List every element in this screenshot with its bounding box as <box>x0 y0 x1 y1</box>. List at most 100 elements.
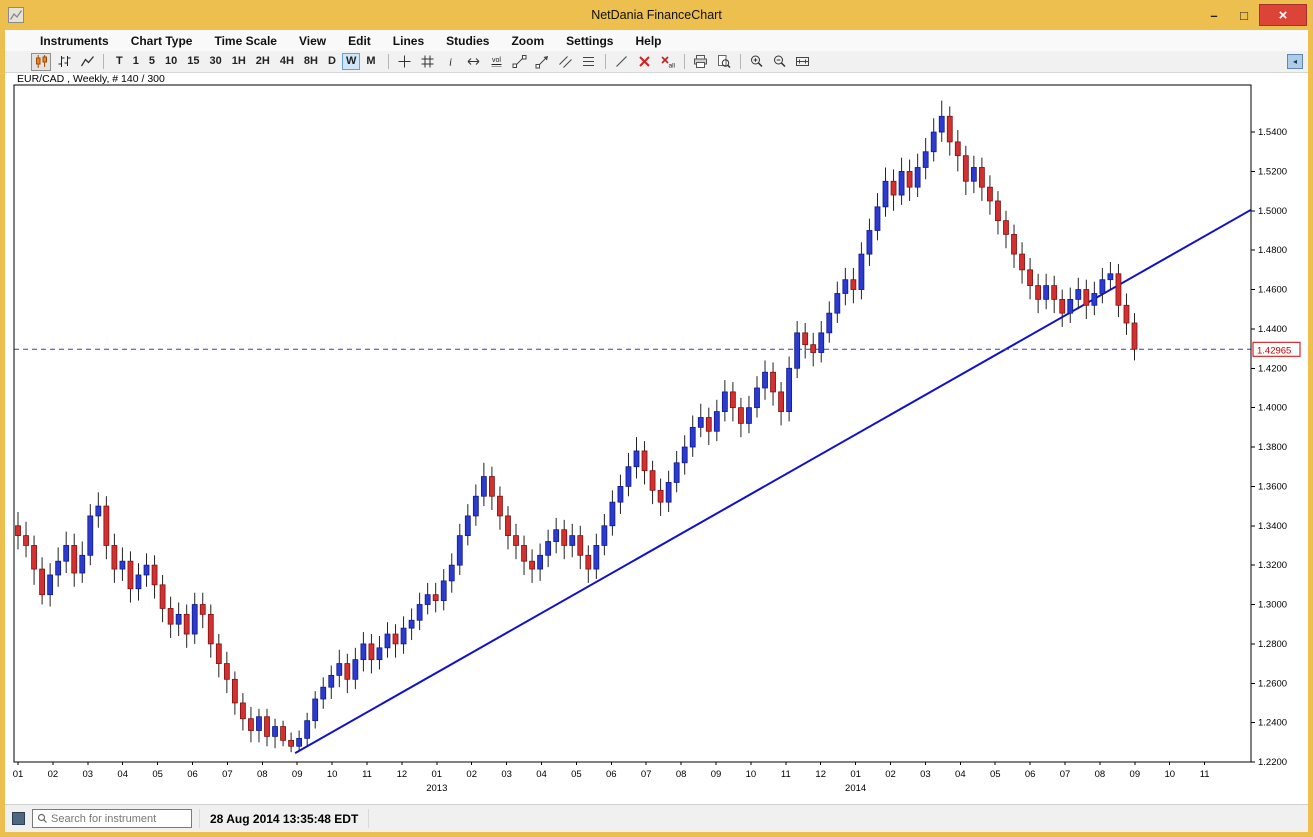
svg-text:05: 05 <box>990 769 1001 780</box>
svg-text:08: 08 <box>1095 769 1106 780</box>
svg-text:03: 03 <box>83 769 94 780</box>
svg-text:12: 12 <box>815 769 826 780</box>
svg-text:1.5200: 1.5200 <box>1258 166 1287 177</box>
timeframe-button-15[interactable]: 15 <box>187 55 200 67</box>
expand-panel-button[interactable]: ◂ <box>1287 54 1303 69</box>
window-title: NetDania FinanceChart <box>591 8 722 22</box>
timeframe-button-5[interactable]: 5 <box>148 55 155 67</box>
svg-text:09: 09 <box>1130 769 1141 780</box>
timeframe-button-w[interactable]: W <box>341 53 361 70</box>
parallel-channel-button[interactable] <box>556 53 576 71</box>
current-price-label: 1.42965 <box>1252 341 1301 357</box>
svg-text:11: 11 <box>1200 769 1210 780</box>
svg-text:1.3400: 1.3400 <box>1258 521 1287 532</box>
svg-text:06: 06 <box>1025 769 1036 780</box>
menu-item-studies[interactable]: Studies <box>446 33 490 48</box>
print-button[interactable] <box>691 53 711 71</box>
menu-item-time-scale[interactable]: Time Scale <box>214 33 277 48</box>
price-chart[interactable]: 1.5400 1.5200 1.5000 1.4800 1.4600 1.4400 1.42… <box>5 73 1308 804</box>
maximize-button[interactable]: □ <box>1240 7 1248 23</box>
svg-text:1.4800: 1.4800 <box>1258 245 1287 256</box>
menu-item-help[interactable]: Help <box>635 33 662 48</box>
svg-text:04: 04 <box>955 769 966 780</box>
ohlc-bar-chart-button[interactable] <box>54 53 74 71</box>
svg-text:06: 06 <box>606 769 617 780</box>
svg-text:1.2200: 1.2200 <box>1258 757 1287 768</box>
instrument-search[interactable] <box>32 809 192 828</box>
timeframe-button-2h[interactable]: 2H <box>255 55 270 67</box>
menu-item-zoom[interactable]: Zoom <box>511 33 545 48</box>
line-chart-button[interactable] <box>77 53 97 71</box>
svg-text:09: 09 <box>292 769 303 780</box>
status-instrument-swatch <box>12 812 25 825</box>
menu-item-chart-type[interactable]: Chart Type <box>130 33 193 48</box>
print-preview-button[interactable] <box>714 53 734 71</box>
menu-item-edit[interactable]: Edit <box>348 33 371 48</box>
delete-line-button[interactable] <box>635 53 655 71</box>
menu-bar: Instruments Chart Type Time Scale View Edit L… <box>5 30 1308 51</box>
trend-line-button[interactable] <box>510 53 530 71</box>
chart-instrument-label: EUR/CAD , Weekly, # 140 / 300 <box>17 73 165 85</box>
svg-text:1.4400: 1.4400 <box>1258 324 1287 335</box>
svg-text:09: 09 <box>711 769 722 780</box>
svg-text:05: 05 <box>571 769 582 780</box>
menu-item-settings[interactable]: Settings <box>566 33 614 48</box>
toolbar-separator <box>604 54 606 69</box>
close-button[interactable]: × <box>1259 4 1307 26</box>
chart-region: 1.5400 1.5200 1.5000 1.4800 1.4600 1.4400 1.42… <box>5 73 1308 804</box>
search-input[interactable] <box>51 812 187 825</box>
svg-text:i: i <box>449 57 452 69</box>
minimize-button[interactable]: – <box>1210 7 1218 23</box>
timeframe-button-m[interactable]: M <box>366 55 376 67</box>
svg-text:07: 07 <box>1060 769 1071 780</box>
timeframe-button-1h[interactable]: 1H <box>231 55 246 67</box>
window-controls: – □ × <box>1199 0 1308 30</box>
svg-text:10: 10 <box>746 769 757 780</box>
timeframe-button-1[interactable]: 1 <box>132 55 139 67</box>
svg-text:2013: 2013 <box>426 783 447 794</box>
svg-text:1.4600: 1.4600 <box>1258 285 1287 296</box>
svg-text:08: 08 <box>257 769 268 780</box>
menu-item-view[interactable]: View <box>298 33 327 48</box>
svg-text:11: 11 <box>781 769 791 780</box>
price-axis: 1.5400 1.5200 1.5000 1.4800 1.4600 1.4400 1.42… <box>1251 127 1287 768</box>
toolbar-separator <box>739 54 741 69</box>
toolbar-separator <box>683 54 685 69</box>
svg-text:08: 08 <box>676 769 687 780</box>
horizontal-resize-button[interactable] <box>464 53 484 71</box>
app-icon <box>8 7 24 23</box>
info-button[interactable]: i <box>441 53 461 71</box>
search-icon <box>37 813 47 823</box>
svg-text:01: 01 <box>13 769 24 780</box>
svg-text:02: 02 <box>466 769 477 780</box>
zoom-out-button[interactable] <box>770 53 790 71</box>
fibonacci-button[interactable] <box>579 53 599 71</box>
menu-item-lines[interactable]: Lines <box>392 33 425 48</box>
timeframe-button-10[interactable]: 10 <box>164 55 178 67</box>
svg-text:02: 02 <box>885 769 896 780</box>
volume-button[interactable]: vol <box>487 53 507 71</box>
toolbar-separator <box>387 54 389 69</box>
svg-text:07: 07 <box>641 769 652 780</box>
svg-text:1.3600: 1.3600 <box>1258 481 1287 492</box>
crosshair-button[interactable] <box>395 53 415 71</box>
svg-text:05: 05 <box>152 769 163 780</box>
trend-line[interactable] <box>294 208 1252 755</box>
zoom-in-button[interactable] <box>747 53 767 71</box>
segment-line-button[interactable] <box>612 53 632 71</box>
timeframe-button-4h[interactable]: 4H <box>279 55 294 67</box>
candlestick-chart-button[interactable] <box>31 52 51 71</box>
svg-text:11: 11 <box>362 769 372 780</box>
svg-text:1.4000: 1.4000 <box>1258 403 1287 414</box>
zoom-interval-button[interactable] <box>793 53 813 71</box>
ray-line-button[interactable] <box>533 53 553 71</box>
timeframe-button-d[interactable]: D <box>327 55 336 67</box>
timeframe-button-30[interactable]: 30 <box>209 55 222 67</box>
delete-all-lines-button[interactable]: all <box>658 53 678 71</box>
timeframe-button-t[interactable]: T <box>116 55 123 67</box>
grid-button[interactable] <box>418 53 438 71</box>
menu-item-instruments[interactable]: Instruments <box>40 33 109 48</box>
svg-text:2014: 2014 <box>845 783 866 794</box>
timeframe-button-8h[interactable]: 8H <box>303 55 318 67</box>
